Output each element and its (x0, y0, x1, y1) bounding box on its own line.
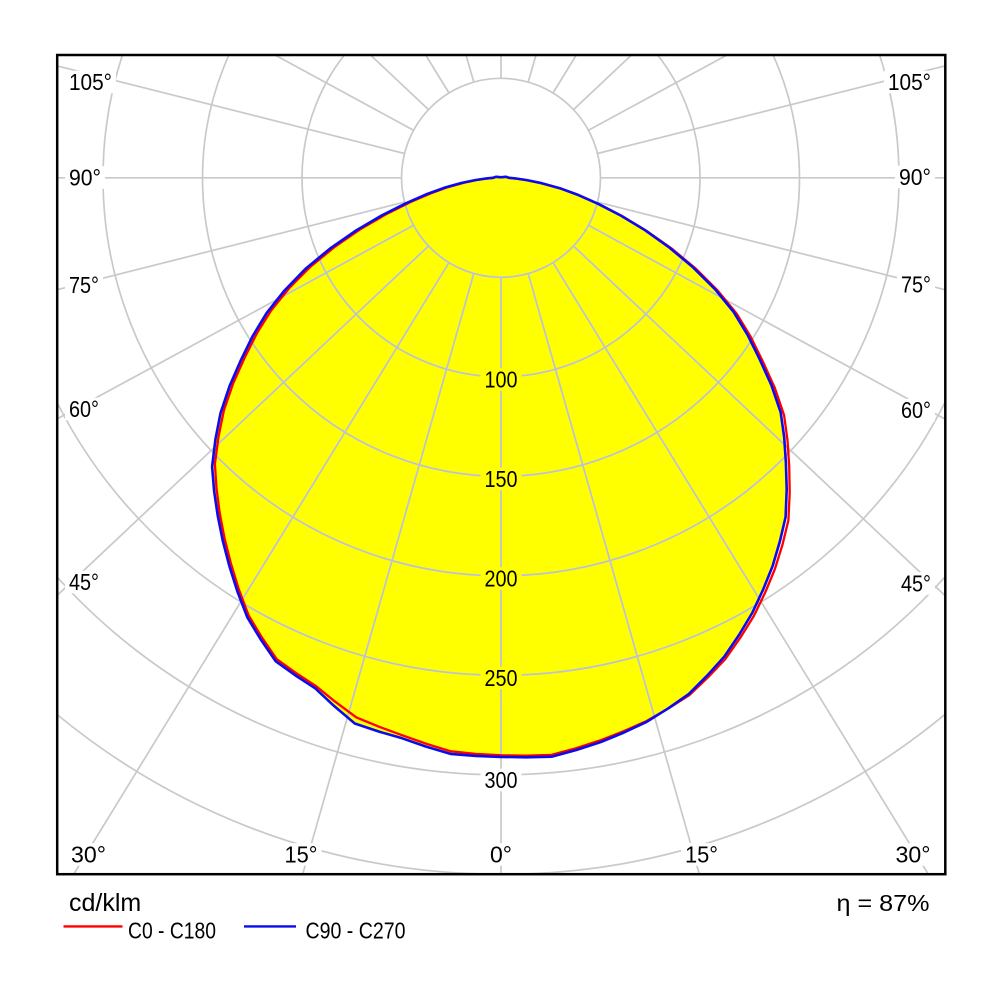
svg-text:90°: 90° (69, 165, 101, 191)
svg-text:100: 100 (485, 367, 518, 393)
svg-text:cd/klm: cd/klm (69, 889, 141, 917)
svg-text:30°: 30° (896, 842, 931, 868)
svg-text:45°: 45° (69, 569, 99, 595)
svg-text:C0 - C180: C0 - C180 (128, 918, 216, 944)
svg-text:15°: 15° (685, 842, 718, 868)
svg-text:60°: 60° (69, 396, 99, 422)
svg-text:C90 - C270: C90 - C270 (306, 918, 406, 944)
svg-text:150: 150 (485, 466, 518, 492)
svg-text:75°: 75° (901, 272, 931, 298)
svg-text:60°: 60° (901, 397, 931, 423)
svg-text:0°: 0° (490, 842, 512, 868)
svg-text:250: 250 (485, 665, 518, 691)
svg-text:90°: 90° (899, 164, 931, 190)
svg-text:300: 300 (485, 767, 518, 793)
svg-text:15°: 15° (285, 842, 318, 868)
svg-text:30°: 30° (71, 842, 106, 868)
svg-text:105°: 105° (888, 69, 931, 95)
svg-text:η = 87%: η = 87% (837, 890, 930, 916)
svg-text:105°: 105° (69, 69, 112, 95)
svg-text:75°: 75° (69, 272, 99, 298)
svg-text:45°: 45° (901, 571, 931, 597)
svg-text:200: 200 (485, 566, 518, 592)
